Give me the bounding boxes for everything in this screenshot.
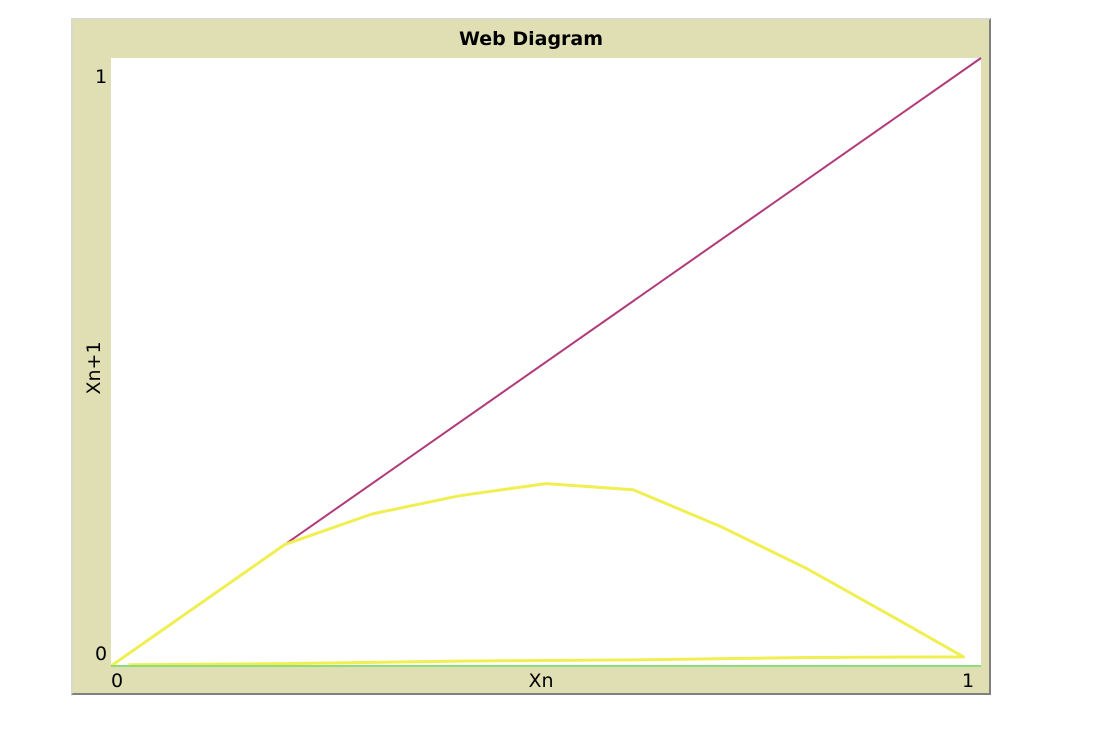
x-tick-label-max: 1 <box>962 670 975 692</box>
y-tick-label-min: 0 <box>95 643 108 665</box>
y-axis-label: Xn+1 <box>83 341 105 395</box>
series-line-1 <box>110 482 966 668</box>
chart-title: Web Diagram <box>458 28 604 50</box>
x-axis-label: Xn <box>528 670 554 692</box>
chart-canvas <box>110 57 982 668</box>
plot-area <box>110 57 982 668</box>
plot-panel: Web Diagram 1 0 Xn+1 0 Xn 1 <box>71 18 991 695</box>
x-tick-label-min: 0 <box>111 670 124 692</box>
y-tick-label-max: 1 <box>95 66 108 88</box>
